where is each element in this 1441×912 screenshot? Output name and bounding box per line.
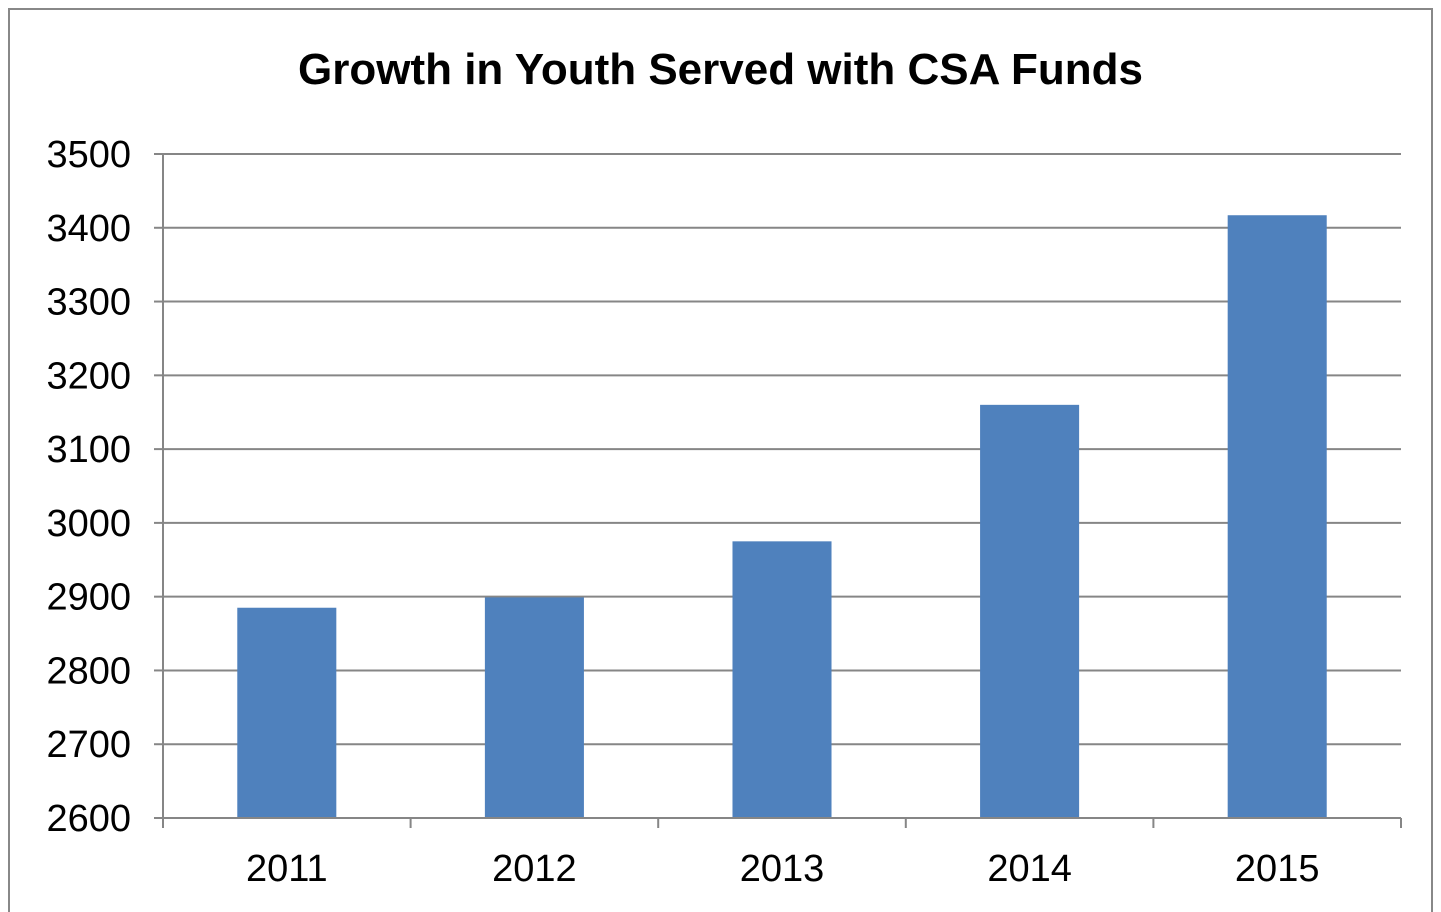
- y-tick-label: 2900: [46, 577, 131, 619]
- y-tick-label: 3400: [46, 208, 131, 250]
- y-tick-label: 3300: [46, 282, 131, 324]
- y-tick-label: 3500: [46, 134, 131, 176]
- bar-2011: [237, 607, 337, 818]
- y-tick-label: 2600: [46, 798, 131, 840]
- y-tick-label: 3200: [46, 355, 131, 397]
- x-tick-label: 2013: [740, 848, 825, 890]
- bar-2012: [484, 597, 584, 818]
- x-tick-label: 2012: [492, 848, 577, 890]
- chart-title: Growth in Youth Served with CSA Funds: [298, 45, 1143, 94]
- x-tick-labels: 2011 2012 2013 2014 2015: [246, 848, 1320, 890]
- y-tick-label: 3100: [46, 429, 131, 471]
- y-tick-label: 2800: [46, 650, 131, 692]
- y-tick-label: 2700: [46, 724, 131, 766]
- bars: [237, 215, 1327, 819]
- x-tick-label: 2014: [987, 848, 1072, 890]
- bar-2014: [980, 404, 1080, 818]
- axes: [154, 153, 1402, 828]
- y-tick-labels: 2600 2700 2800 2900 3000 3100 3200 3300 3400 3500: [46, 134, 131, 840]
- y-tick-label: 3000: [46, 503, 131, 545]
- bar-2015: [1227, 215, 1327, 819]
- bar-2013: [732, 541, 832, 818]
- x-tick-label: 2015: [1235, 848, 1320, 890]
- x-tick-label: 2011: [246, 848, 328, 890]
